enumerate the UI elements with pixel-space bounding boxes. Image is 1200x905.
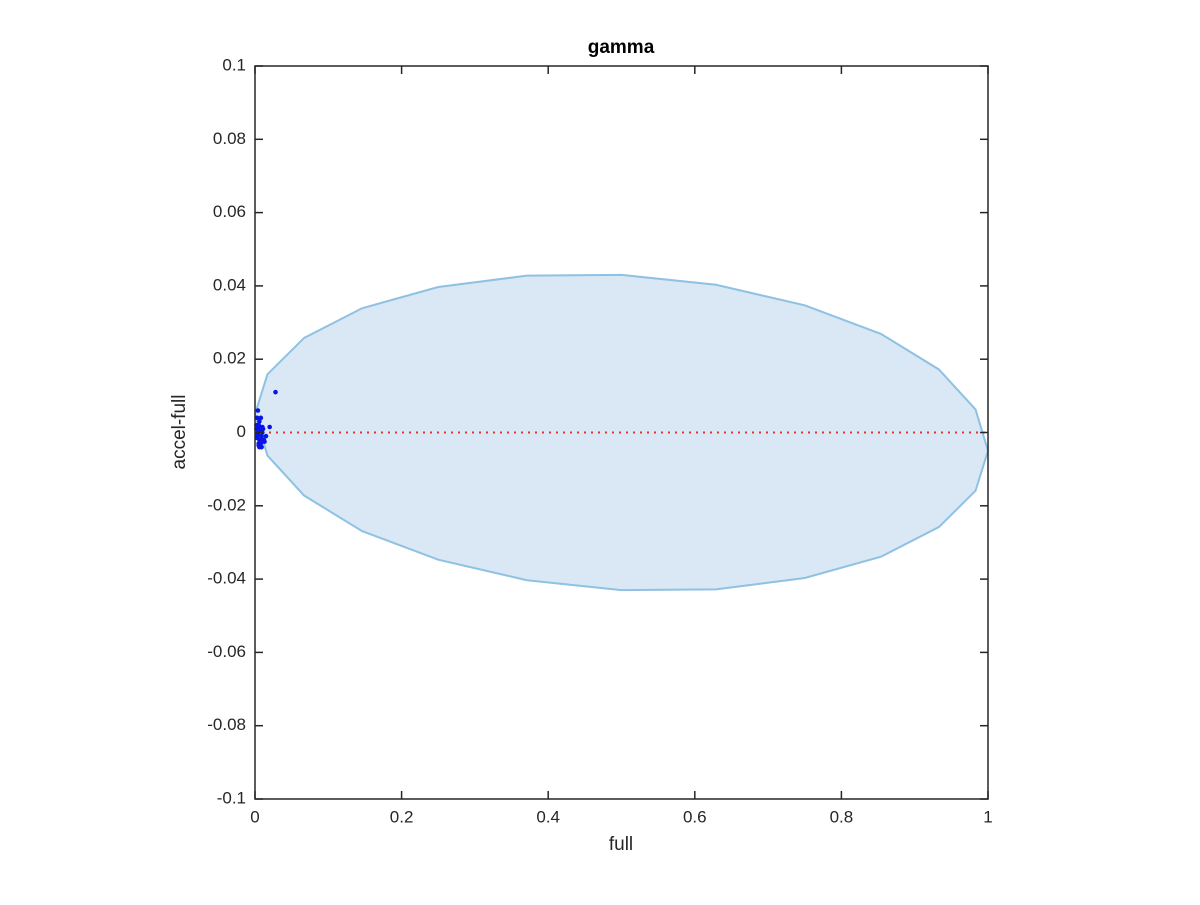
data-point xyxy=(254,415,260,421)
y-tick-label: -0.06 xyxy=(207,642,246,661)
x-axis-label: full xyxy=(609,834,633,855)
y-tick-label: 0.04 xyxy=(213,275,246,294)
x-tick-label: 0.6 xyxy=(683,807,707,826)
data-point xyxy=(263,433,269,439)
data-point xyxy=(257,419,262,424)
chart-title: gamma xyxy=(588,37,655,58)
data-point xyxy=(257,437,262,443)
data-point xyxy=(259,433,264,439)
data-point xyxy=(255,408,261,413)
data-point xyxy=(273,389,278,395)
y-tick-label: 0.1 xyxy=(222,55,246,74)
y-tick-label: 0.02 xyxy=(213,349,246,368)
y-tick-label: -0.08 xyxy=(207,715,246,734)
data-point xyxy=(258,415,264,421)
y-tick-label: -0.02 xyxy=(207,495,246,514)
data-point xyxy=(267,424,272,430)
data-point xyxy=(259,444,264,450)
y-tick-label: 0.06 xyxy=(213,202,246,221)
x-tick-label: 0.4 xyxy=(536,807,560,826)
x-tick-label: 0.2 xyxy=(390,807,414,826)
data-point xyxy=(262,439,267,444)
x-tick-label: 0.8 xyxy=(830,807,854,826)
x-tick-label: 1 xyxy=(983,807,992,826)
y-tick-label: 0.08 xyxy=(213,129,246,148)
y-tick-label: 0 xyxy=(237,422,246,441)
y-tick-label: -0.1 xyxy=(217,788,246,807)
y-axis-label: accel-full xyxy=(169,395,190,470)
y-tick-label: -0.04 xyxy=(207,569,246,588)
x-tick-label: 0 xyxy=(250,807,259,826)
data-point xyxy=(260,426,266,432)
